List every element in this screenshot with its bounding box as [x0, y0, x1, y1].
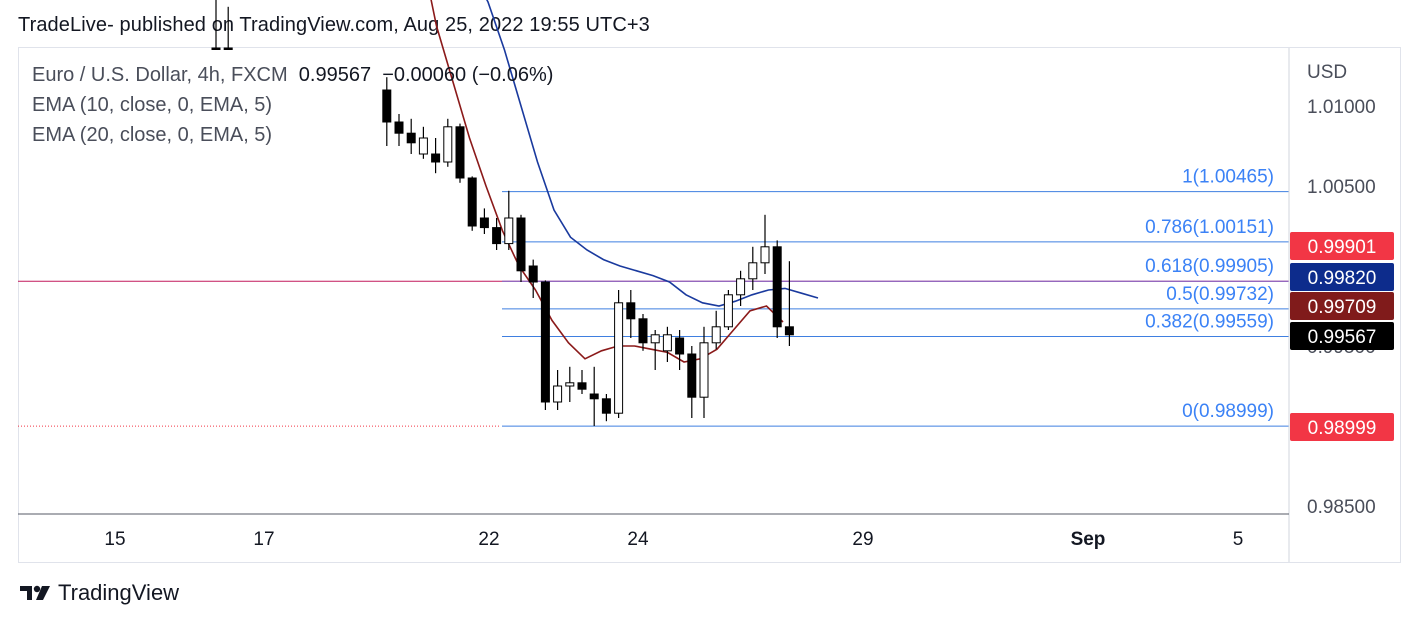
candle-body-down	[626, 302, 636, 320]
fib-level-label: 0.5(0.99732)	[1166, 284, 1274, 305]
candle-body-down	[589, 393, 599, 400]
chart-frame	[18, 47, 1401, 563]
candle-body-down	[638, 318, 648, 344]
ema10-line	[430, 0, 784, 363]
x-tick-label: 15	[104, 529, 125, 550]
legend-last-price: 0.99567	[298, 64, 372, 86]
fib-level-label: 0(0.98999)	[1182, 401, 1274, 422]
x-tick-label: 29	[852, 529, 873, 550]
candle-body-down	[784, 326, 794, 336]
price-tag-label: 0.99567	[1308, 327, 1377, 348]
candle-body-down	[675, 337, 685, 355]
x-tick-label: 5	[1233, 529, 1244, 550]
x-tick-label: Sep	[1071, 529, 1106, 550]
fib-level-label: 0.618(0.99905)	[1145, 256, 1274, 277]
horizontal-lines	[18, 280, 1289, 427]
y-tick-label: 0.98500	[1307, 497, 1376, 518]
candle-body-up	[504, 217, 514, 245]
candle-body-down	[540, 281, 550, 403]
price-tag-label: 0.98999	[1308, 418, 1377, 439]
candle-body-down	[211, 47, 221, 50]
x-tick-label: 22	[478, 529, 499, 550]
candle-body-up	[662, 334, 672, 352]
price-tag-label: 0.99709	[1308, 297, 1377, 318]
candle-body-up	[614, 302, 624, 414]
fib-level-label: 0.382(0.99559)	[1145, 312, 1274, 333]
candle-body-up	[736, 278, 746, 296]
axes: USD1.010001.005000.995000.98500151722242…	[18, 48, 1376, 562]
candle-body-down	[528, 265, 538, 283]
price-tag-label: 0.99901	[1308, 237, 1377, 258]
legend-ema10: EMA (10, close, 0, EMA, 5)	[32, 94, 273, 116]
candle-body-up	[748, 262, 758, 280]
candle-body-down	[223, 47, 233, 50]
candle-body-up	[553, 385, 563, 403]
candle-body-up	[723, 294, 733, 328]
price-tag	[1290, 413, 1394, 441]
legend-symbol: Euro / U.S. Dollar, 4h, FXCM	[32, 64, 288, 86]
price-tag	[1290, 292, 1394, 320]
y-tick-label: 1.01000	[1307, 97, 1376, 118]
footer-brand-text: TradingView	[58, 580, 180, 605]
candle-body-up	[711, 326, 721, 344]
fib-level-label: 1(1.00465)	[1182, 167, 1274, 188]
candle-body-down	[492, 227, 502, 245]
candle-body-up	[650, 334, 660, 344]
ema20-line	[486, 0, 819, 307]
currency-label: USD	[1307, 62, 1347, 83]
candle-body-down	[382, 89, 392, 123]
candle-body-down	[516, 217, 526, 272]
publish-header: TradeLive- published on TradingView.com,…	[18, 14, 650, 36]
candle-body-up	[443, 126, 453, 163]
candle-body-down	[687, 353, 697, 398]
price-tags: 0.99901 0.99820 0.99709 0.99567 0.98999	[1290, 232, 1394, 441]
candle-body-down	[467, 177, 477, 227]
footer-brand[interactable]: TradingView	[18, 580, 179, 606]
legend-ema20: EMA (20, close, 0, EMA, 5)	[32, 124, 273, 146]
y-tick-label: 1.00500	[1307, 177, 1376, 198]
candle-body-down	[406, 132, 416, 144]
x-tick-label: 17	[253, 529, 274, 550]
candle-body-down	[601, 398, 611, 414]
ema-lines	[430, 0, 819, 363]
tradingview-logo-icon	[20, 585, 50, 600]
legend-symbol-row: Euro / U.S. Dollar, 4h, FXCM 0.99567 −0.…	[32, 64, 553, 87]
candles	[211, 0, 794, 426]
candle-body-down	[479, 217, 489, 229]
candle-body-up	[760, 246, 770, 264]
legend-change: −0.00060 (−0.06%)	[382, 64, 554, 86]
x-tick-label: 24	[627, 529, 649, 550]
price-tag	[1290, 263, 1394, 291]
candle-body-down	[455, 126, 465, 179]
candle-body-down	[431, 153, 441, 163]
price-tag-label: 0.99820	[1308, 268, 1377, 289]
candle-body-down	[772, 246, 782, 328]
candle-body-up	[565, 382, 575, 387]
candle-body-up	[699, 342, 709, 398]
candle-body-down	[394, 121, 404, 134]
candle-body-up	[418, 137, 428, 155]
price-tag	[1290, 322, 1394, 350]
candle-body-down	[577, 382, 587, 390]
price-tag	[1290, 232, 1394, 260]
fib-level-label: 0.786(1.00151)	[1145, 217, 1274, 238]
